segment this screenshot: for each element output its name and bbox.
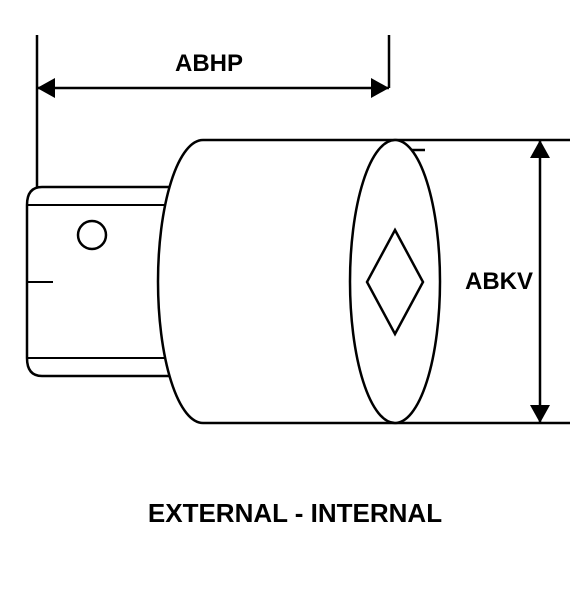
cylinder-body (158, 140, 440, 423)
diagram-container: ABHP ABKV EXTERNAL - INTERNAL (0, 0, 588, 584)
detent-pin-icon (78, 221, 106, 249)
label-abhp: ABHP (175, 50, 243, 78)
label-abkv: ABKV (465, 268, 533, 296)
caption-text: EXTERNAL - INTERNAL (115, 498, 475, 529)
